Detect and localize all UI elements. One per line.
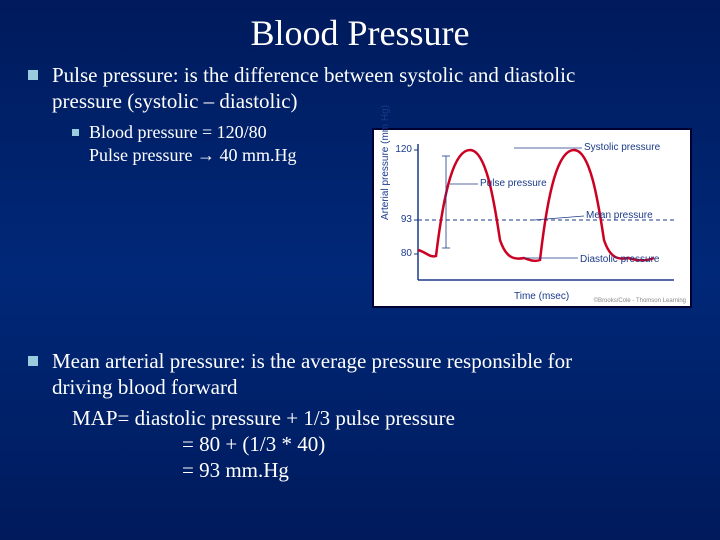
pressure-wave — [418, 150, 654, 261]
arrow-icon: → — [197, 145, 215, 165]
ytick-93: 93 — [392, 214, 412, 225]
page-title: Blood Pressure — [0, 0, 720, 62]
annot-diastolic: Diastolic pressure — [580, 254, 659, 265]
map-eq2: = 80 + (1/3 * 40) — [182, 431, 692, 457]
pulse-pressure-text: Pulse pressure: is the difference betwee… — [52, 62, 575, 115]
map-eq1: MAP= diastolic pressure + 1/3 pulse pres… — [72, 405, 692, 431]
ytick-120: 120 — [392, 144, 412, 155]
sub-line1: Blood pressure = 120/80 — [89, 121, 267, 144]
mean-leader — [534, 216, 584, 220]
y-axis-label: Arterial pressure (mm Hg) — [380, 105, 391, 220]
map-eq3: = 93 mm.Hg — [182, 457, 692, 483]
bullet-pulse-pressure: Pulse pressure: is the difference betwee… — [28, 62, 692, 115]
map-line1: Mean arterial pressure: is the average p… — [52, 349, 572, 373]
annot-pulse: Pulse pressure — [480, 178, 547, 189]
annot-mean: Mean pressure — [586, 210, 653, 221]
pulse-line2: pressure (systolic – diastolic) — [52, 89, 298, 113]
map-block: Mean arterial pressure: is the average p… — [28, 348, 692, 483]
map-text: Mean arterial pressure: is the average p… — [52, 348, 572, 401]
bullet-map: Mean arterial pressure: is the average p… — [28, 348, 692, 401]
x-axis-label: Time (msec) — [514, 291, 569, 302]
sub-line2-suffix: 40 mm.Hg — [215, 145, 297, 165]
bullet-icon — [72, 129, 79, 136]
pulse-line1: Pulse pressure: is the difference betwee… — [52, 63, 575, 87]
sub-line2-prefix: Pulse pressure — [89, 145, 197, 165]
ytick-80: 80 — [392, 248, 412, 259]
pressure-chart: Arterial pressure (mm Hg) Time (msec) 12… — [372, 128, 692, 308]
map-line2: driving blood forward — [52, 375, 237, 399]
bullet-icon — [28, 356, 38, 366]
annot-systolic: Systolic pressure — [584, 142, 660, 153]
chart-copyright: ©Brooks/Cole - Thomson Learning — [594, 298, 686, 304]
bullet-icon — [28, 70, 38, 80]
